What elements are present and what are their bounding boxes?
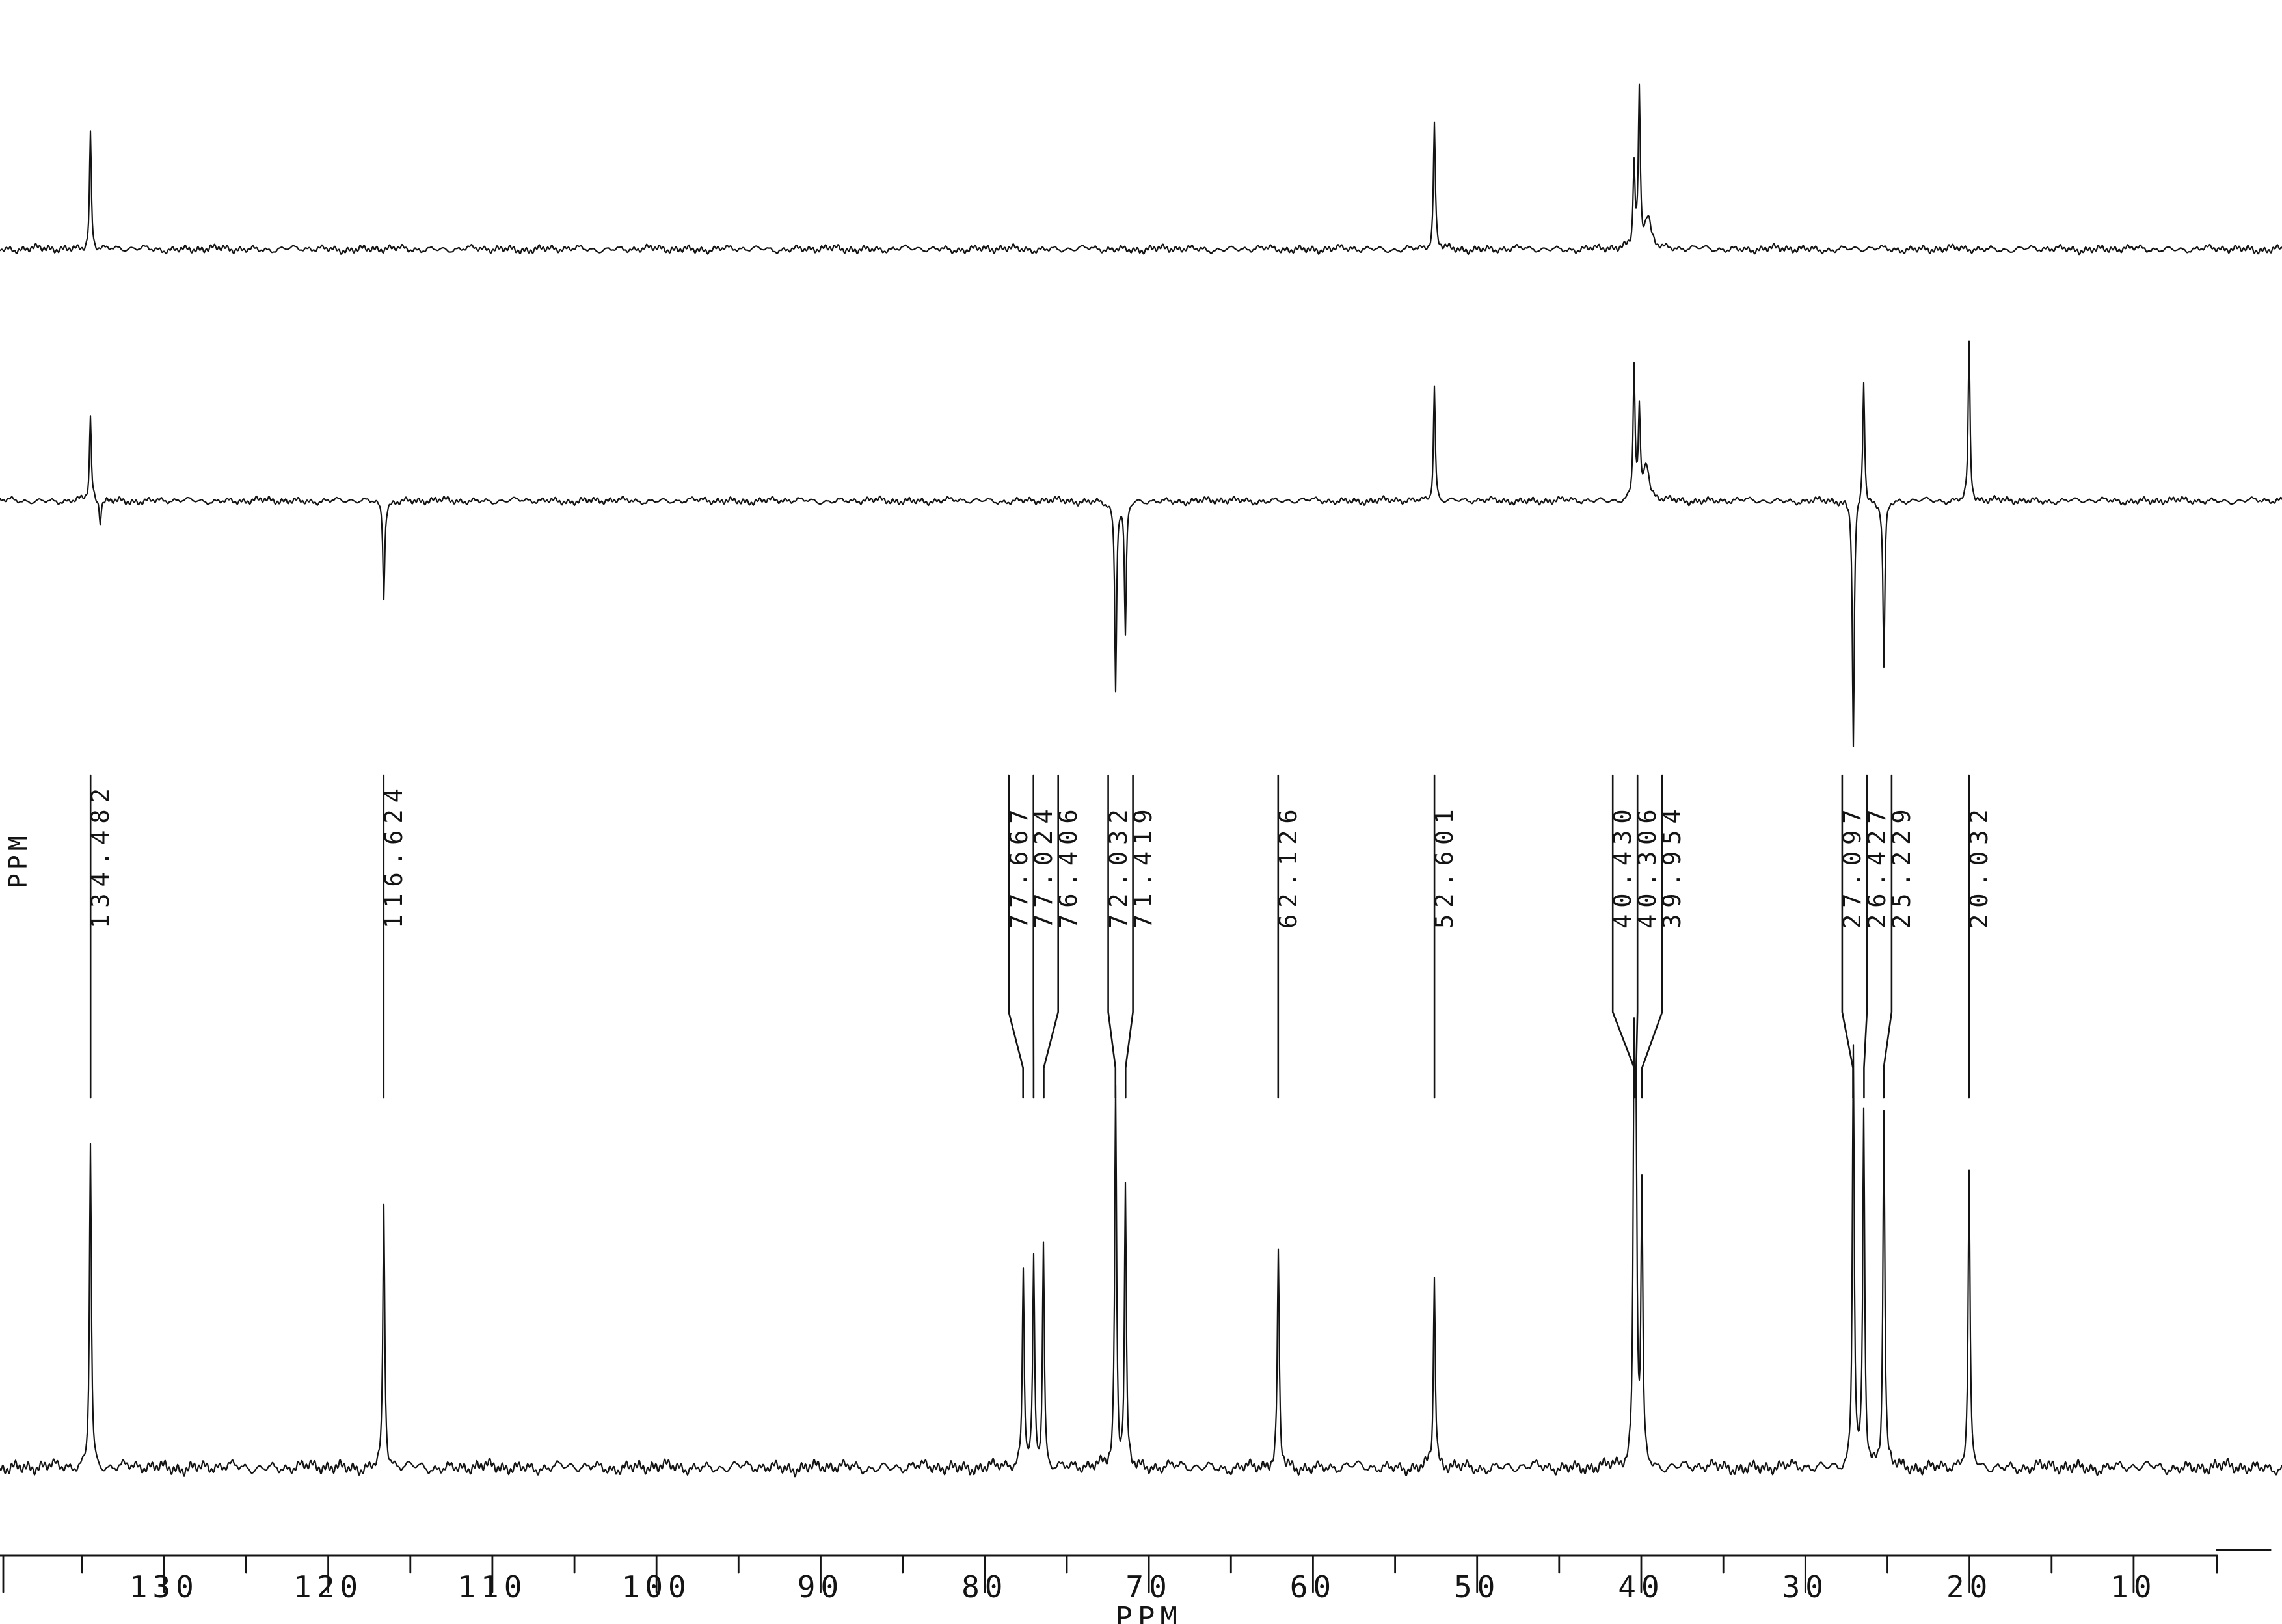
peak-label: 52.601 xyxy=(1430,803,1459,929)
x-axis-title: PPM xyxy=(1115,1601,1183,1624)
peak-label: 72.032 xyxy=(1104,803,1133,929)
middle-trace xyxy=(0,340,2282,747)
axis-tick-label: 120 xyxy=(293,1569,364,1604)
peak-label: 26.427 xyxy=(1862,803,1891,929)
plot-path xyxy=(2,1554,2135,1593)
axis-tick-label: 100 xyxy=(621,1569,691,1604)
axis-tick-label: 80 xyxy=(961,1569,1008,1604)
axis-tick-label: 110 xyxy=(457,1569,528,1604)
bottom-trace xyxy=(0,1017,2282,1478)
plot-path xyxy=(89,774,1970,1099)
peak-label: 77.667 xyxy=(1004,803,1033,929)
axis-tick-label: 40 xyxy=(1618,1569,1665,1604)
peak-label: 20.032 xyxy=(1965,803,1993,929)
peak-label: 40.430 xyxy=(1609,803,1637,929)
peak-label: 134.482 xyxy=(87,782,115,929)
axis-tick-label: 70 xyxy=(1125,1569,1172,1604)
peak-label: 40.306 xyxy=(1633,803,1662,929)
peak-label: 116.624 xyxy=(379,782,408,929)
plot-path xyxy=(0,1549,2272,1574)
peak-label: 39.954 xyxy=(1658,803,1687,929)
axis-tick-label: 20 xyxy=(1946,1569,1993,1604)
axis-tick-label: 10 xyxy=(2110,1569,2157,1604)
y-axis-side-label: PPM xyxy=(4,832,33,888)
axis-tick-label: 60 xyxy=(1289,1569,1337,1604)
peak-label: 77.024 xyxy=(1029,803,1058,929)
peak-label: 25.229 xyxy=(1887,803,1916,929)
top-trace xyxy=(0,83,2282,256)
axis-tick-label: 50 xyxy=(1453,1569,1501,1604)
peak-label: 76.406 xyxy=(1054,803,1082,929)
axis-tick-label: 90 xyxy=(797,1569,844,1604)
peak-label: 62.126 xyxy=(1274,803,1302,929)
peak-label: 27.097 xyxy=(1838,803,1866,929)
axis-tick-label: 130 xyxy=(129,1569,199,1604)
axis-tick-label: 30 xyxy=(1782,1569,1829,1604)
peak-label: 71.419 xyxy=(1129,803,1157,929)
